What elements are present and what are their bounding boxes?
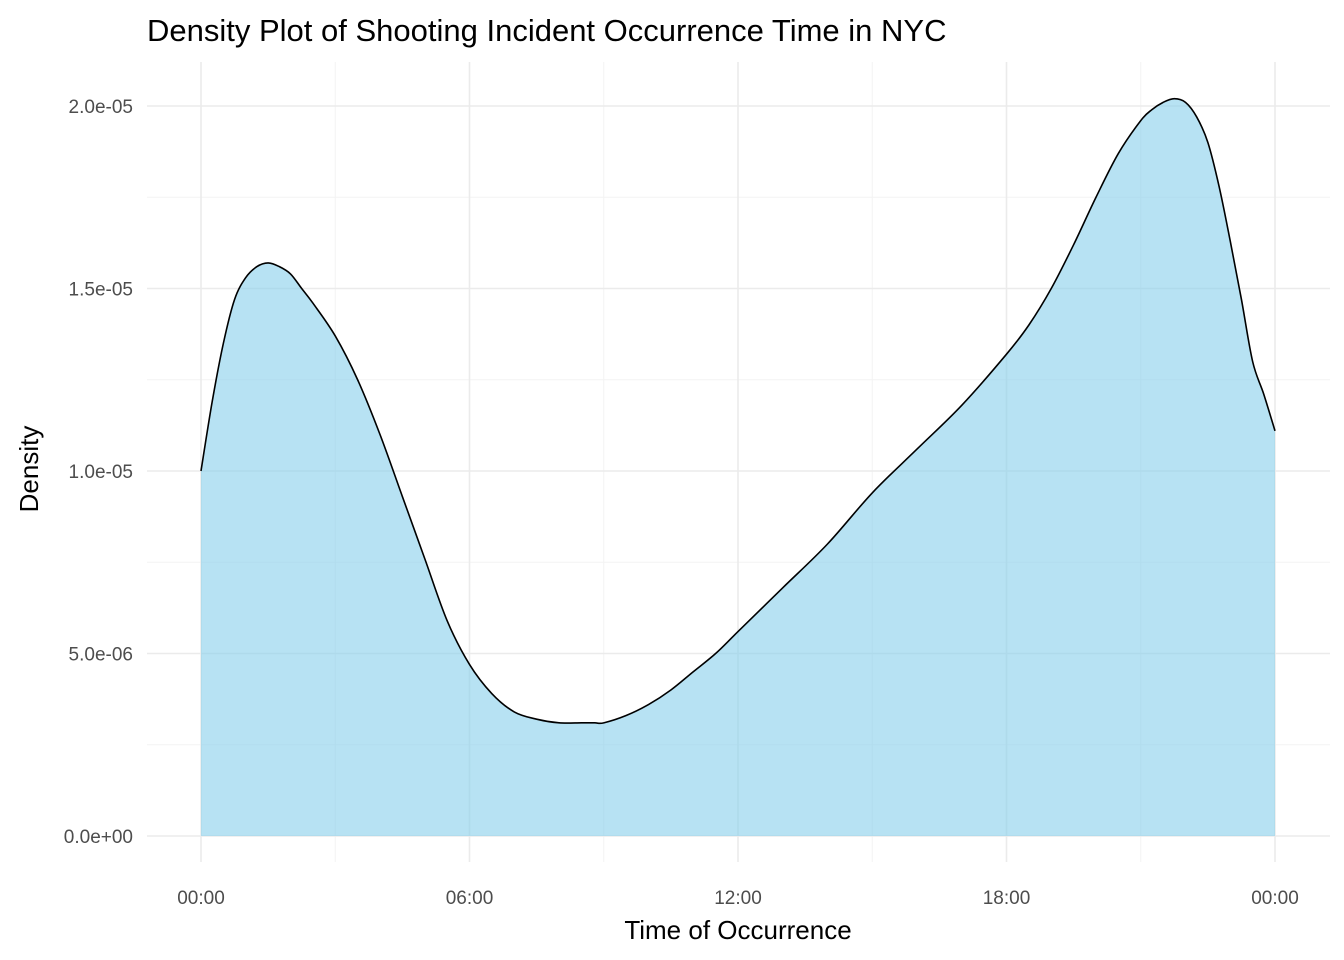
tick-labels: 00:00 06:00 12:00 18:00 00:00 0.0e+00 5.0e-06 1… [64, 97, 1299, 909]
chart-title: Density Plot of Shooting Incident Occurr… [147, 13, 946, 48]
y-tick-label: 1.0e-05 [69, 462, 133, 483]
x-tick-label: 18:00 [983, 888, 1031, 909]
density-area [201, 98, 1275, 836]
x-axis-title: Time of Occurrence [624, 915, 851, 945]
y-tick-label: 5.0e-06 [69, 645, 133, 666]
y-tick-label: 0.0e+00 [64, 827, 133, 848]
density-line [200, 97, 1276, 725]
y-tick-label: 2.0e-05 [69, 97, 133, 118]
density-area-layer [200, 97, 1276, 836]
x-tick-label: 12:00 [714, 888, 762, 909]
y-axis-title: Density [14, 426, 44, 513]
x-tick-label: 00:00 [1251, 888, 1299, 909]
y-tick-label: 1.5e-05 [69, 280, 133, 301]
x-tick-label: 00:00 [177, 888, 225, 909]
x-tick-label: 06:00 [446, 888, 494, 909]
